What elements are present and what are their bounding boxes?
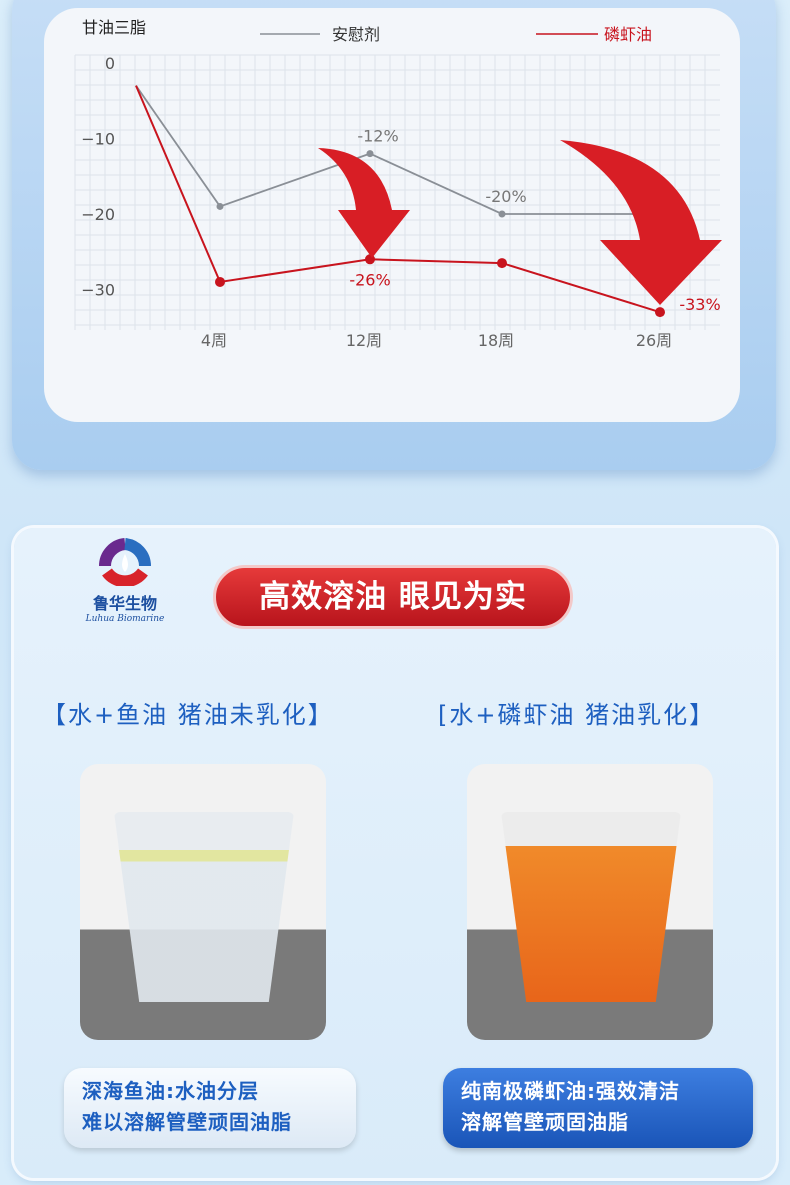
line-chart: 甘油三脂 0 −10 −20 −30 4周 12周 18周 26周 安慰剂 磷虾油 -12% -20% -…: [74, 18, 722, 350]
krill-oil-label: 纯南极磷虾油:强效清洁 溶解管壁顽固油脂: [443, 1068, 753, 1148]
data-point: [655, 307, 665, 318]
y-tick-label: 0: [105, 54, 115, 73]
x-tick-label: 18周: [478, 331, 514, 350]
x-tick-label: 26周: [636, 331, 672, 350]
data-point: [366, 150, 374, 158]
krill-oil-label-line1: 纯南极磷虾油:强效清洁: [461, 1079, 680, 1103]
down-arrow-icon: [560, 140, 722, 305]
right-caption: [水+磷虾油 猪油乳化】: [438, 701, 716, 729]
data-point: [498, 210, 506, 218]
y-tick-label: −20: [81, 205, 115, 224]
data-label: -20%: [485, 187, 526, 206]
headline-banner: 高效溶油 眼见为实: [213, 565, 573, 629]
krill-oil-cup-photo: [467, 764, 713, 1040]
y-tick-label: −10: [81, 130, 115, 149]
data-label: -26%: [349, 270, 390, 289]
left-caption: 【水+鱼油 猪油未乳化】: [42, 701, 334, 729]
data-label: -33%: [679, 295, 720, 314]
krill-oil-label-line2: 溶解管壁顽固油脂: [461, 1110, 629, 1134]
y-tick-label: −30: [81, 281, 115, 300]
x-tick-label: 4周: [201, 331, 227, 350]
fish-oil-label-line2: 难以溶解管壁顽固油脂: [82, 1110, 292, 1134]
data-point: [497, 258, 507, 269]
fish-oil-label: 深海鱼油:水油分层 难以溶解管壁顽固油脂: [64, 1068, 356, 1148]
x-tick-label: 12周: [346, 331, 382, 350]
y-axis-label: 甘油三脂: [82, 18, 146, 37]
data-point: [216, 202, 224, 210]
legend-label: 安慰剂: [332, 25, 380, 44]
fish-oil-label-line1: 深海鱼油:水油分层: [82, 1079, 259, 1103]
fish-oil-cup-photo: [80, 764, 326, 1040]
data-label: -12%: [357, 127, 398, 146]
logo-name: 鲁华生物: [92, 594, 157, 613]
data-point: [215, 276, 225, 287]
legend-label: 磷虾油: [604, 25, 652, 44]
down-arrow-icon: [318, 148, 410, 258]
logo: 鲁华生物 Luhua Biomarine: [80, 536, 170, 624]
logo-en: Luhua Biomarine: [85, 614, 165, 624]
logo-emblem-icon: [98, 538, 152, 588]
